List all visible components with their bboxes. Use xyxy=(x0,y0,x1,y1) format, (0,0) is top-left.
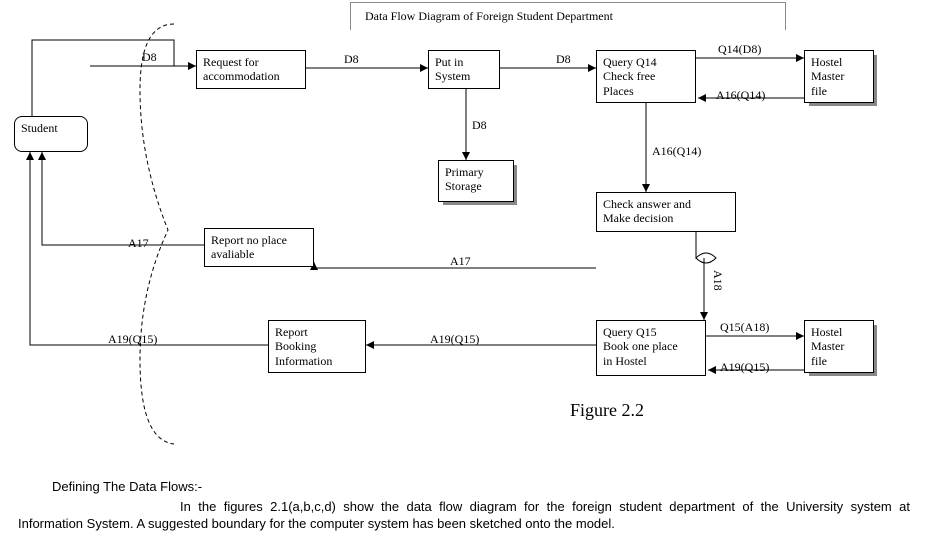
label-a17_l: A17 xyxy=(128,236,149,251)
node-hostel1: HostelMasterfile xyxy=(804,50,874,103)
label-d8_1: D8 xyxy=(142,50,157,65)
node-putin: Put inSystem xyxy=(428,50,500,89)
label-a19_m: A19(Q15) xyxy=(430,332,479,347)
label-a18: A18 xyxy=(710,270,725,291)
node-primary: PrimaryStorage xyxy=(438,160,514,202)
diagram-title: Data Flow Diagram of Foreign Student Dep… xyxy=(350,2,786,30)
node-student: Student xyxy=(14,116,88,152)
label-a19_r: A19(Q15) xyxy=(720,360,769,375)
node-q14: Query Q14Check freePlaces xyxy=(596,50,696,103)
label-a16_r: A16(Q14) xyxy=(716,88,765,103)
node-hostel2: HostelMasterfile xyxy=(804,320,874,373)
system-boundary xyxy=(140,24,174,444)
label-d8_3: D8 xyxy=(556,52,571,67)
label-a17_r: A17 xyxy=(450,254,471,269)
label-a19_l: A19(Q15) xyxy=(108,332,157,347)
footer-body: In the figures 2.1(a,b,c,d) show the dat… xyxy=(18,498,910,533)
footer-heading: Defining The Data Flows:- xyxy=(52,478,910,496)
arrow-8 xyxy=(42,152,204,245)
label-q15a18: Q15(A18) xyxy=(720,320,769,335)
footer-text: Defining The Data Flows:- In the figures… xyxy=(18,478,910,533)
label-q14d8: Q14(D8) xyxy=(718,42,761,57)
dfd-diagram: Data Flow Diagram of Foreign Student Dep… xyxy=(0,0,926,460)
node-report_no: Report no placeavaliable xyxy=(204,228,314,267)
node-check: Check answer andMake decision xyxy=(596,192,736,232)
node-report_book: ReportBookingInformation xyxy=(268,320,366,373)
arrow-10 xyxy=(696,232,716,263)
label-a16_d: A16(Q14) xyxy=(652,144,701,159)
label-d8_4: D8 xyxy=(472,118,487,133)
node-q15: Query Q15Book one placein Hostel xyxy=(596,320,706,376)
node-request: Request foraccommodation xyxy=(196,50,306,89)
label-d8_2: D8 xyxy=(344,52,359,67)
figure-number: Figure 2.2 xyxy=(570,400,644,421)
